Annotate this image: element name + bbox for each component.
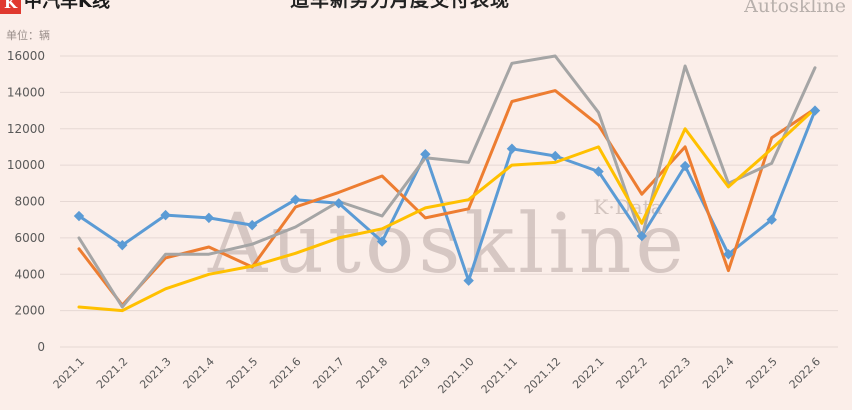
y-tick-label: 16000 — [7, 49, 45, 63]
series-2-line — [77, 89, 817, 307]
y-tick-label: 0 — [37, 340, 45, 354]
x-tick-label: 2021.6 — [267, 355, 303, 391]
series-3-line — [77, 54, 817, 309]
x-tick-label: 2022.2 — [614, 355, 650, 391]
x-tick-label: 2022.5 — [743, 355, 779, 391]
series-4-line — [77, 107, 817, 313]
series-1-point — [593, 166, 604, 177]
series — [73, 54, 821, 313]
x-tick-label: 2021.7 — [310, 355, 346, 391]
brand-logo: K — [0, 0, 22, 14]
chart-title: 造车新势力月度交付表现 — [290, 0, 511, 11]
x-tick-label: 2021.9 — [397, 355, 433, 391]
y-tick-label: 10000 — [7, 158, 45, 172]
series-1-point — [376, 236, 388, 247]
brand-name: 中汽车K线 — [24, 0, 110, 12]
x-tick-label: 2022.3 — [657, 355, 693, 391]
y-tick-label: 12000 — [7, 122, 45, 136]
x-tick-label: 2021.3 — [137, 355, 173, 391]
corner-watermark: Autoskline — [744, 0, 846, 17]
series-1-line — [77, 109, 817, 283]
y-tick-label: 6000 — [14, 231, 45, 245]
series-1-point — [73, 210, 85, 222]
series-1-point — [117, 239, 128, 251]
x-tick-label: 2021.11 — [479, 355, 520, 396]
y-tick-label: 2000 — [14, 304, 45, 318]
x-tick-label: 2022.4 — [700, 355, 736, 391]
series-1-point — [809, 105, 821, 116]
x-tick-label: 2021.1 — [51, 355, 87, 391]
series-1-point — [506, 143, 518, 154]
x-tick-label: 2021.12 — [522, 355, 563, 396]
grid — [60, 55, 838, 348]
unit-label: 单位：辆 — [6, 29, 50, 42]
series-1-point — [160, 209, 171, 221]
x-tick-label: 2021.8 — [354, 355, 390, 391]
series-1-point — [723, 249, 734, 260]
y-tick-label: 8000 — [14, 195, 45, 209]
y-tick-label: 14000 — [7, 85, 45, 99]
x-tick-label: 2021.2 — [94, 355, 130, 391]
series-1-point — [333, 198, 344, 209]
series-1-point — [463, 275, 474, 286]
x-tick-label: 2021.5 — [224, 355, 260, 391]
series-1-point — [246, 219, 258, 231]
series-1-point — [636, 230, 648, 242]
x-tick-label: 2021.4 — [181, 355, 217, 391]
series-1-point — [766, 214, 777, 225]
y-tick-label: 4000 — [14, 267, 45, 281]
x-tick-label: 2022.6 — [787, 355, 823, 391]
x-tick-label: 2022.1 — [570, 355, 606, 391]
series-1-point — [679, 160, 691, 172]
series-1-point — [203, 212, 215, 224]
x-tick-label: 2021.10 — [435, 355, 476, 396]
series-1-point — [420, 149, 431, 160]
series-1-point — [290, 194, 301, 205]
series-1-point — [550, 150, 561, 162]
